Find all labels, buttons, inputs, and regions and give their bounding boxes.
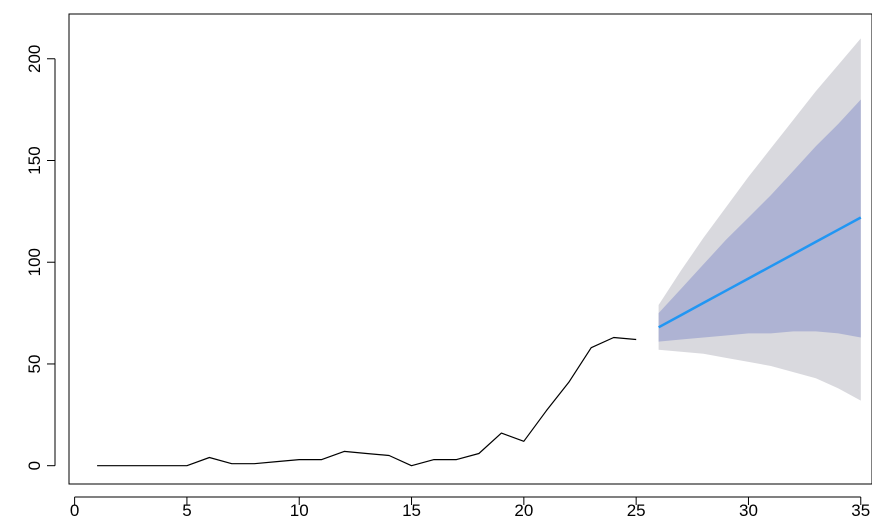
forecast-line xyxy=(658,216,862,329)
y-tick-label: 150 xyxy=(25,146,44,174)
y-tick-label: 200 xyxy=(25,45,44,73)
interval-band-80 xyxy=(658,99,861,342)
y-tick-label: 50 xyxy=(25,355,44,374)
y-tick-label: 100 xyxy=(25,248,44,276)
x-tick-label: 10 xyxy=(290,501,309,516)
x-tick-label: 35 xyxy=(851,501,870,516)
chart-series xyxy=(97,216,862,467)
x-tick-label: 30 xyxy=(739,501,758,516)
y-tick-label: 0 xyxy=(25,461,44,470)
x-tick-label: 25 xyxy=(627,501,646,516)
chart-axes: 0 5 10 15 20 25 30 35 0 50 100 150 200 xyxy=(25,45,870,516)
x-tick-label: 20 xyxy=(514,501,533,516)
x-tick-label: 15 xyxy=(402,501,421,516)
x-tick-label: 5 xyxy=(182,501,191,516)
prediction-intervals xyxy=(658,38,861,401)
x-tick-label: 0 xyxy=(70,501,79,516)
observed-line xyxy=(97,336,637,467)
plot-frame xyxy=(68,13,872,485)
